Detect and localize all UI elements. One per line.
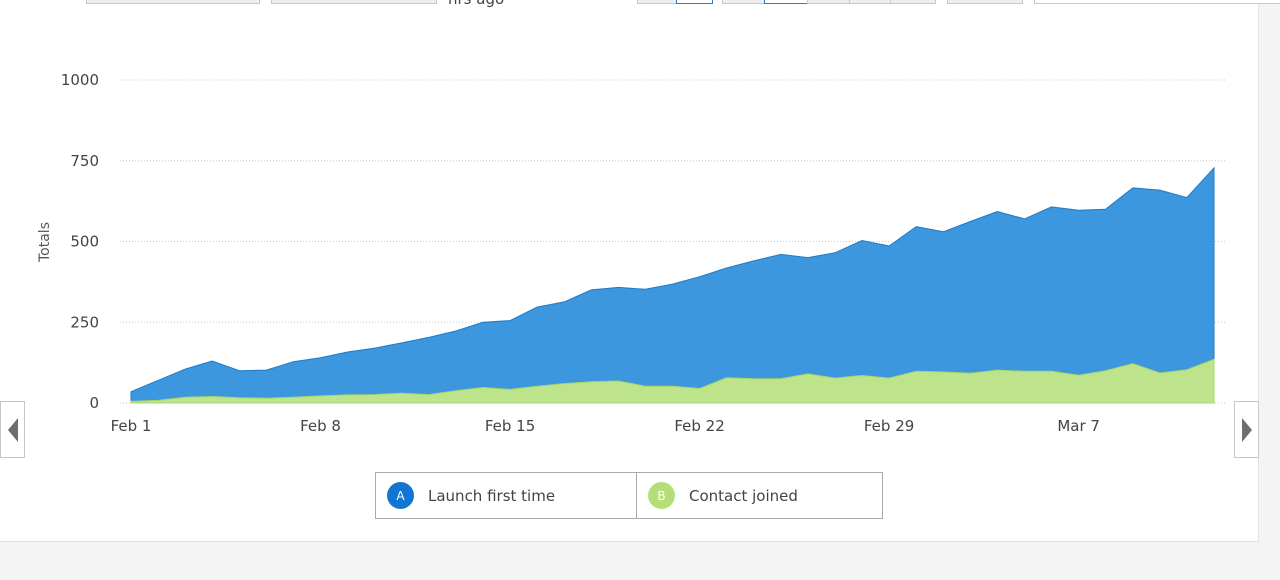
series-areas <box>130 166 1215 404</box>
series-area-launch-first-time[interactable] <box>130 166 1215 404</box>
series-area-contact-joined[interactable] <box>130 358 1215 404</box>
legend-badge-a: A <box>387 482 414 509</box>
x-tick-label: Feb 8 <box>300 417 341 435</box>
triangle-right-icon <box>1241 417 1252 442</box>
y-axis-title: Totals <box>37 222 53 263</box>
next-period-button[interactable] <box>1234 401 1259 458</box>
search-box[interactable] <box>1034 0 1280 4</box>
prev-period-button[interactable] <box>0 401 25 458</box>
legend-item-contact-joined[interactable]: B Contact joined <box>636 473 882 518</box>
x-tick-label: Feb 15 <box>485 417 535 435</box>
last-updated-text: hrs ago <box>448 0 504 8</box>
legend-label: Launch first time <box>428 486 556 505</box>
filter-dropdown[interactable] <box>86 0 260 4</box>
x-tick-label: Feb 22 <box>674 417 724 435</box>
y-tick-label: 0 <box>89 394 99 412</box>
y-tick-label: 1000 <box>61 71 99 89</box>
triangle-left-icon <box>7 417 18 442</box>
x-tick-label: Mar 7 <box>1057 417 1100 435</box>
y-tick-label: 250 <box>70 313 99 331</box>
range-button-5[interactable] <box>890 0 936 4</box>
x-tick-label: Feb 29 <box>864 417 914 435</box>
options-button[interactable] <box>947 0 1023 4</box>
chart-legend: A Launch first time B Contact joined <box>375 472 883 519</box>
legend-item-launch-first-time[interactable]: A Launch first time <box>376 473 636 518</box>
legend-badge-b: B <box>648 482 675 509</box>
legend-label: Contact joined <box>689 486 798 505</box>
x-axis-ticks: Feb 1 Feb 8 Feb 15 Feb 22 Feb 29 Mar 7 <box>111 417 1100 435</box>
y-tick-label: 500 <box>70 233 99 251</box>
x-tick-label: Feb 1 <box>111 417 152 435</box>
toggle-button-2[interactable] <box>676 0 713 4</box>
y-tick-label: 750 <box>70 152 99 170</box>
y-axis-ticks: 0 250 500 750 1000 <box>61 71 99 412</box>
filter-dropdown-2[interactable] <box>271 0 437 4</box>
